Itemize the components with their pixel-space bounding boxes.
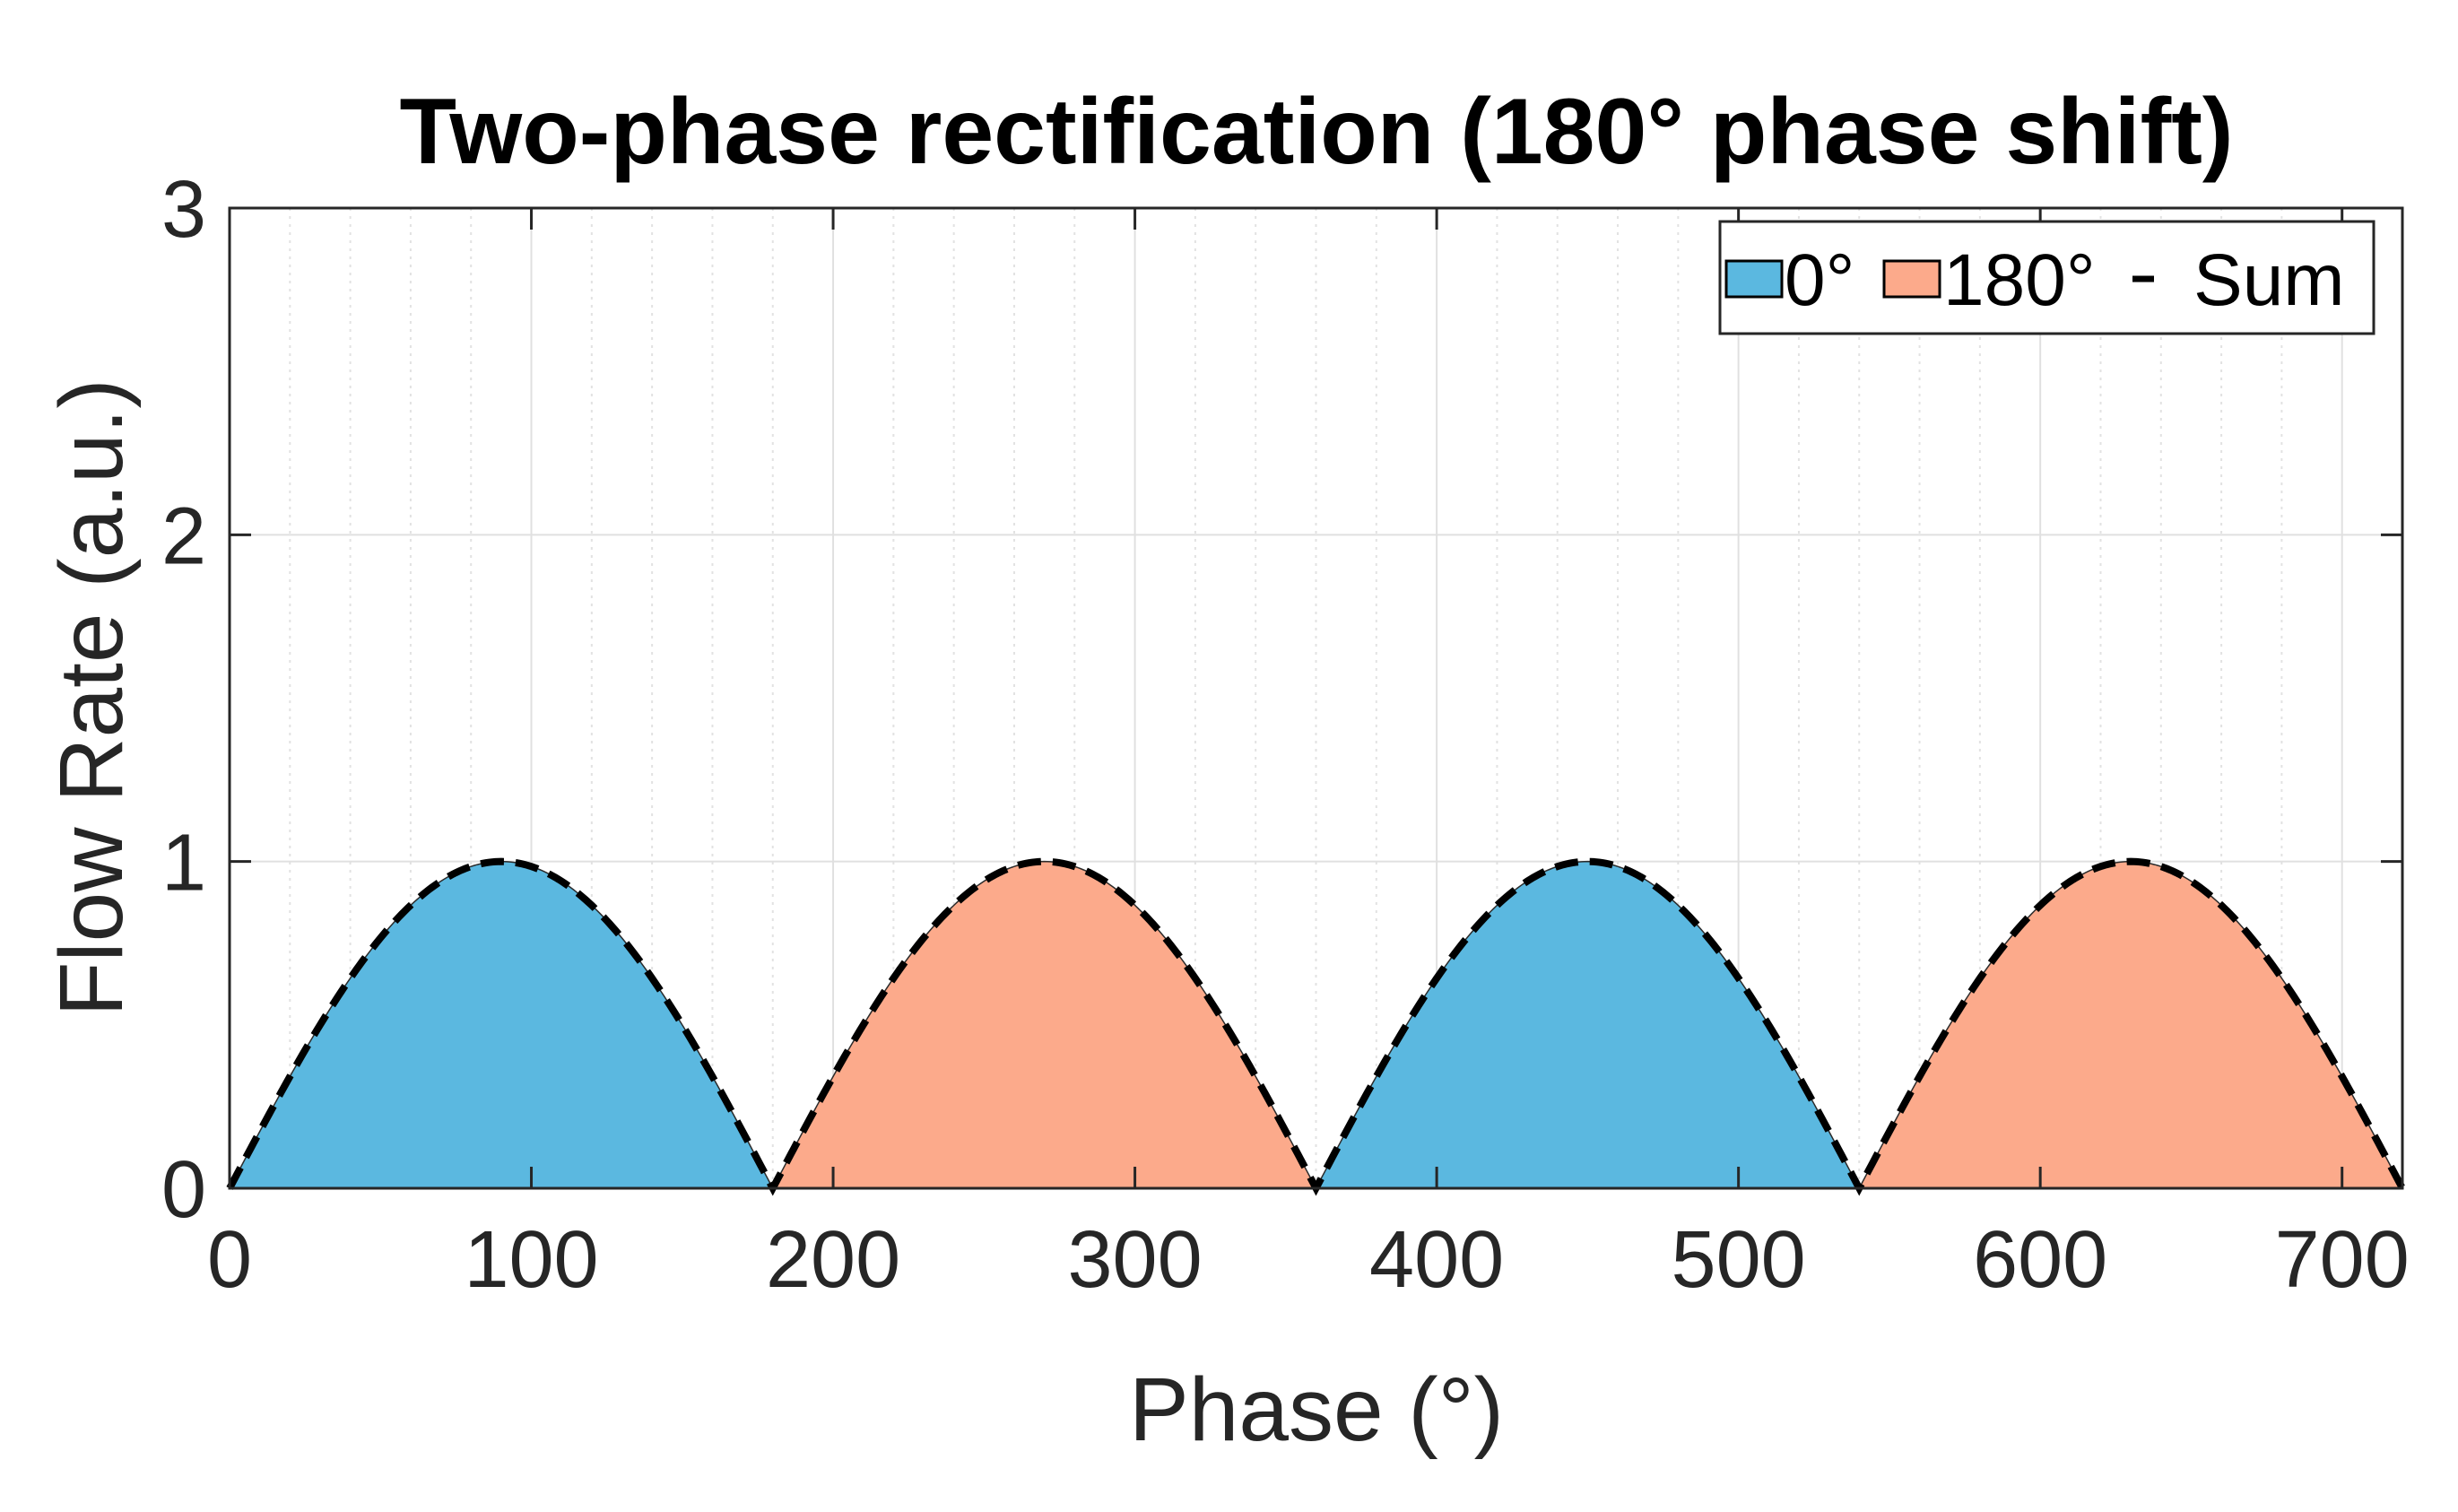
y-tick-label: 2 bbox=[161, 491, 206, 581]
x-tick-label: 400 bbox=[1369, 1215, 1504, 1305]
y-tick-label: 3 bbox=[161, 165, 206, 255]
y-axis-label: Flow Rate (a.u.) bbox=[41, 378, 142, 1016]
x-axis-label: Phase (°) bbox=[1129, 1360, 1504, 1460]
x-tick-label: 500 bbox=[1672, 1215, 1806, 1305]
y-tick-label: 0 bbox=[161, 1145, 206, 1235]
plot-area-frame bbox=[228, 206, 2404, 1190]
ticks: 0 100 200 300 400 500 600 700 0 1 2 3 bbox=[161, 165, 2410, 1305]
x-tick-label: 600 bbox=[1973, 1215, 2107, 1305]
x-tick-label: 200 bbox=[766, 1215, 900, 1305]
legend-box bbox=[1718, 220, 2375, 335]
x-tick-label: 0 bbox=[207, 1215, 252, 1305]
legend: 0° 180° Sum bbox=[1718, 220, 2375, 335]
legend-swatch-0deg bbox=[1724, 259, 1784, 299]
legend-label-180deg: 180° bbox=[1943, 239, 2096, 321]
y-tick-label: 1 bbox=[161, 819, 206, 908]
legend-swatch-180deg bbox=[1882, 259, 1941, 299]
x-tick-label: 300 bbox=[1067, 1215, 1202, 1305]
x-tick-label: 700 bbox=[2275, 1215, 2410, 1305]
legend-label-sum: Sum bbox=[2193, 239, 2345, 321]
x-tick-label: 100 bbox=[464, 1215, 598, 1305]
chart-title: Two-phase rectification (180° phase shif… bbox=[400, 80, 2234, 184]
legend-label-0deg: 0° bbox=[1785, 239, 1854, 321]
